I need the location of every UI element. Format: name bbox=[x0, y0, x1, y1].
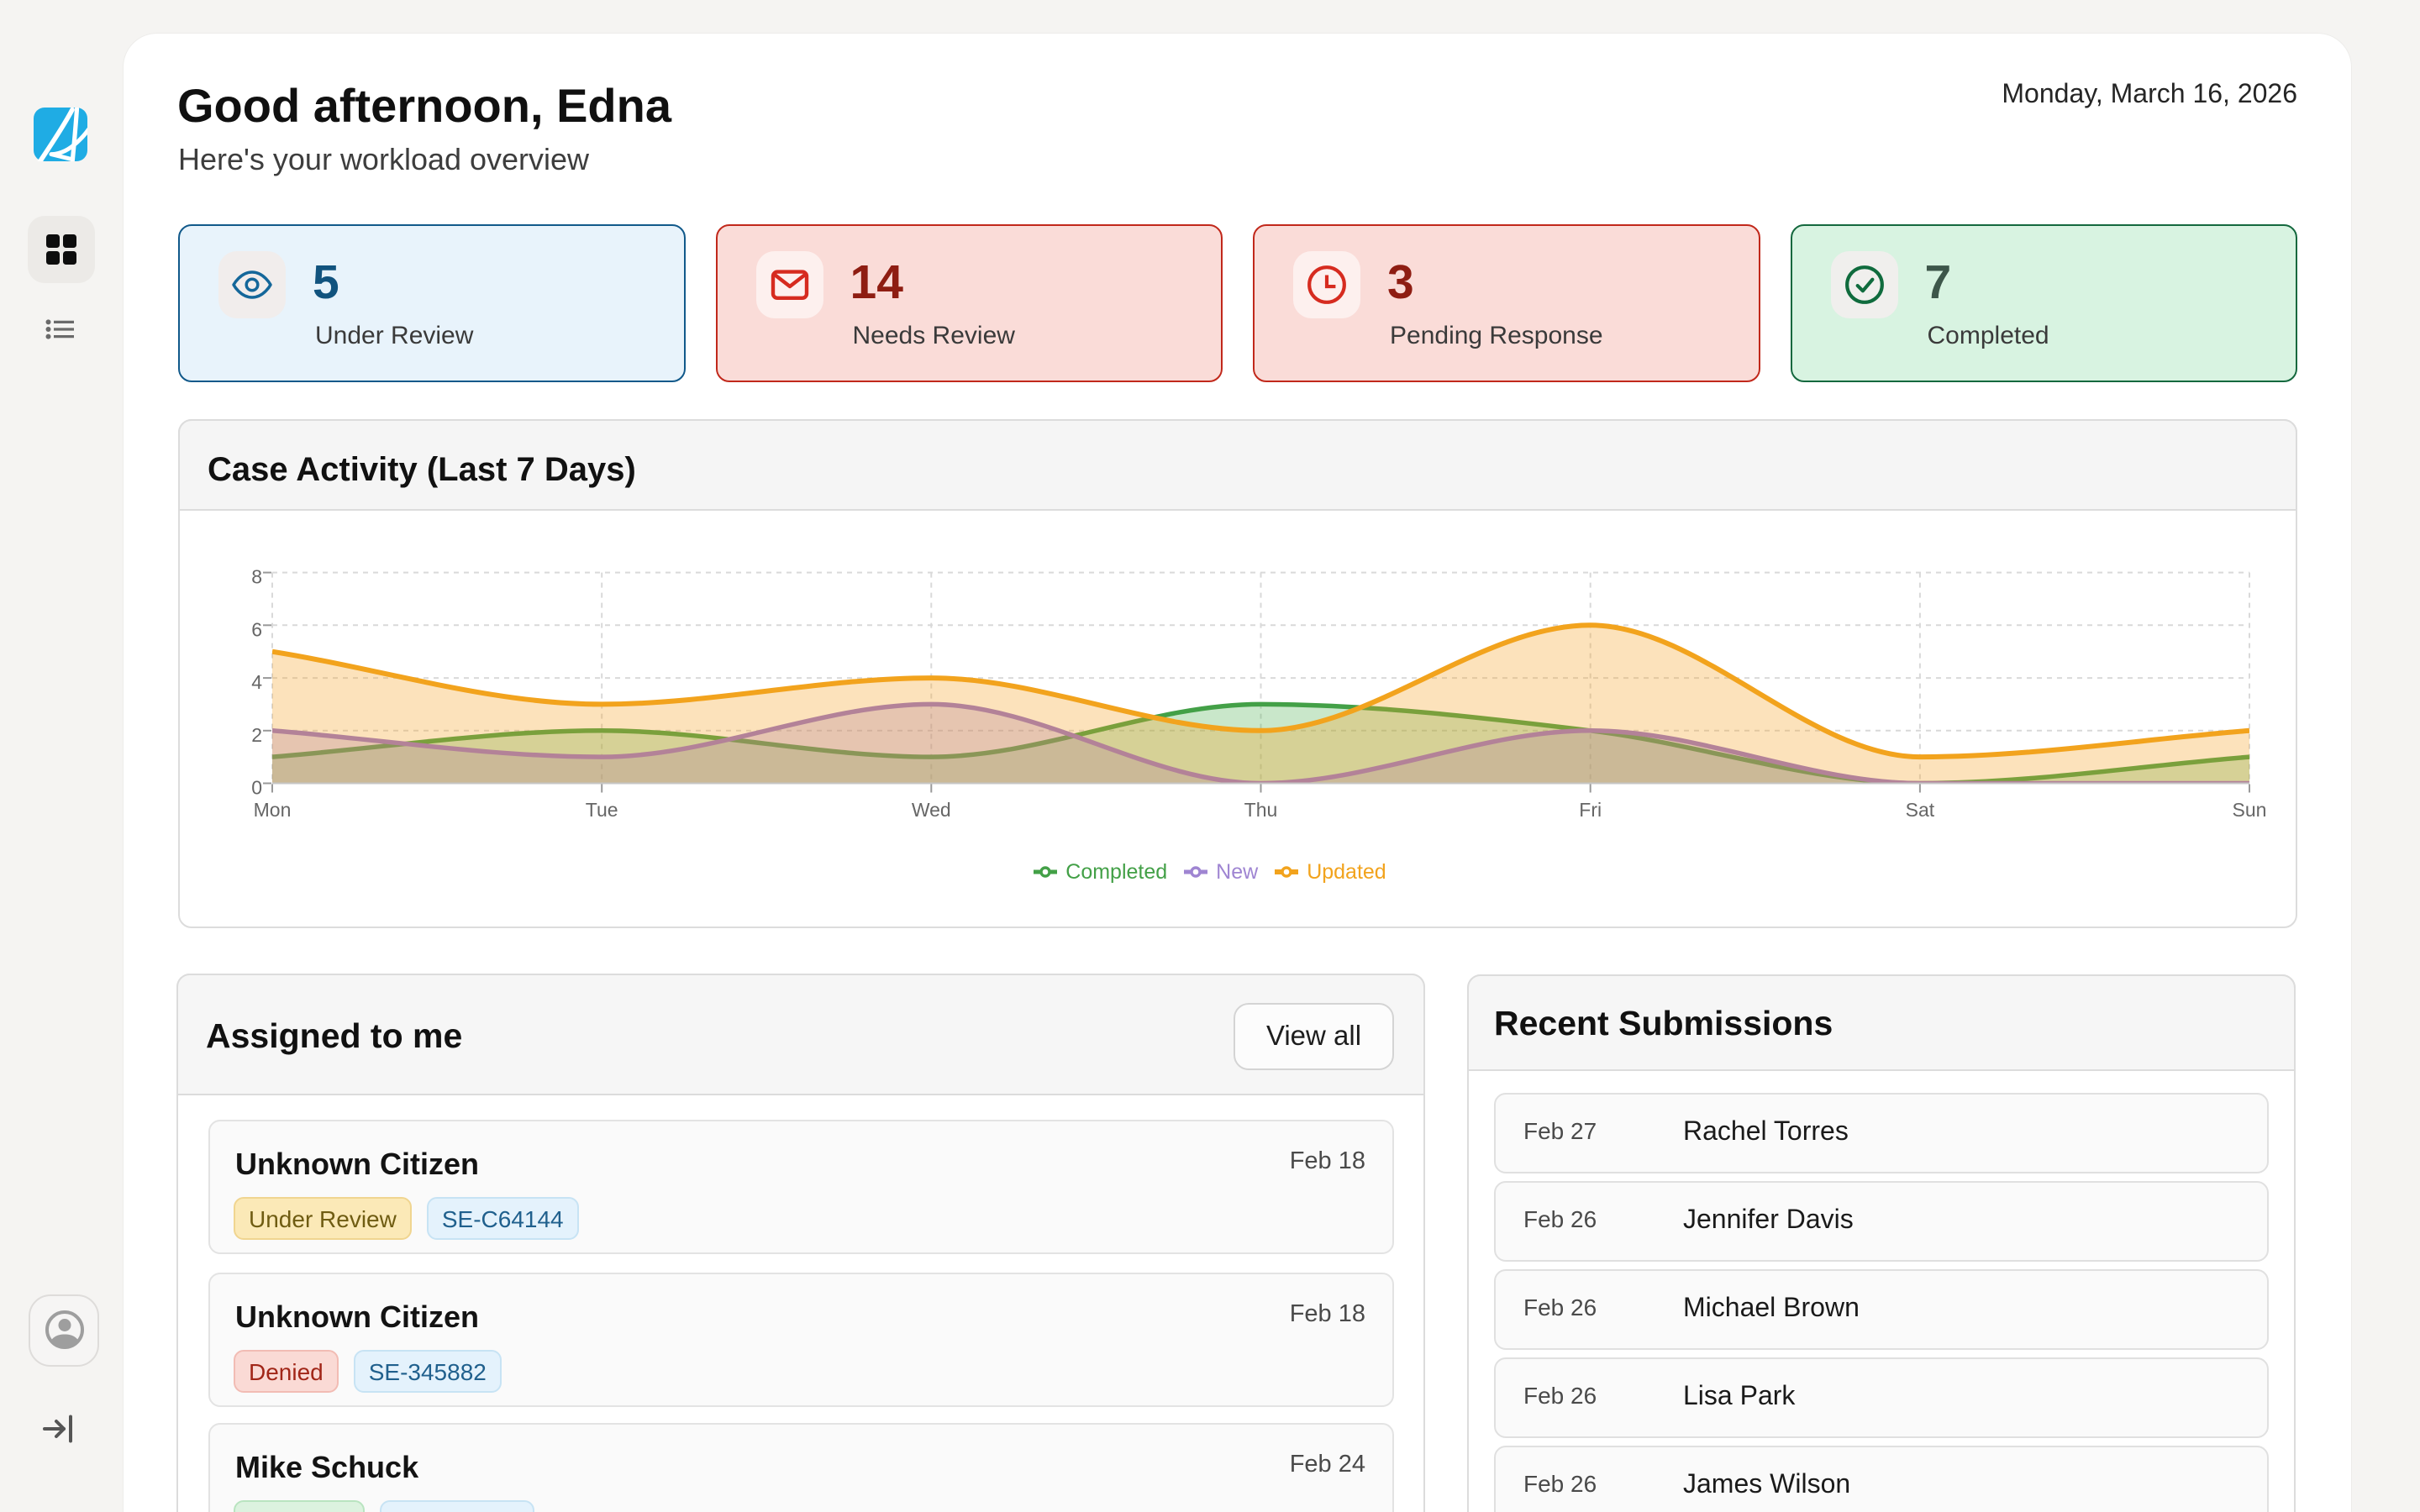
svg-text:4: 4 bbox=[251, 671, 262, 693]
svg-text:Wed: Wed bbox=[912, 799, 951, 821]
svg-text:Sat: Sat bbox=[1906, 799, 1935, 821]
svg-text:2: 2 bbox=[251, 724, 262, 746]
svg-text:Thu: Thu bbox=[1244, 799, 1278, 821]
svg-text:6: 6 bbox=[251, 618, 262, 640]
svg-text:Fri: Fri bbox=[1579, 799, 1602, 821]
svg-text:0: 0 bbox=[251, 777, 262, 799]
svg-text:8: 8 bbox=[251, 566, 262, 588]
svg-text:Mon: Mon bbox=[254, 799, 292, 821]
svg-text:Tue: Tue bbox=[586, 799, 618, 821]
svg-text:Sun: Sun bbox=[2233, 799, 2267, 821]
